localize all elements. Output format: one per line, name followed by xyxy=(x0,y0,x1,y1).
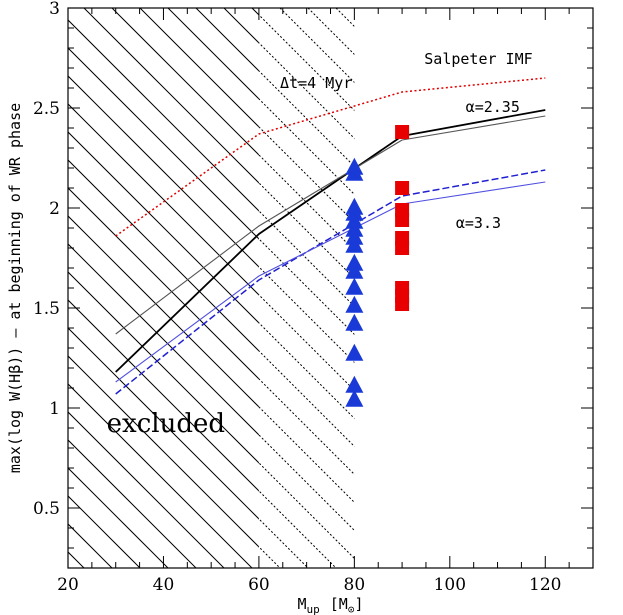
hatch-line xyxy=(68,327,259,520)
hatch-line xyxy=(68,439,197,568)
x-axis-title-main: M xyxy=(298,595,307,613)
hatch-line xyxy=(68,131,259,324)
hatch-line xyxy=(476,8,623,568)
series-line-4 xyxy=(115,181,546,383)
marker-layer xyxy=(345,125,410,407)
hatch-line-dotted xyxy=(258,42,355,140)
hatch-line xyxy=(68,187,259,380)
hatch-line xyxy=(280,8,623,568)
series-line-3 xyxy=(115,169,546,395)
y-tick-label: 3 xyxy=(49,0,60,19)
hatch-line-dotted xyxy=(258,126,355,224)
x-axis-title-unit: [M xyxy=(330,595,348,613)
triangle-marker xyxy=(345,343,364,361)
hatch-line xyxy=(68,299,259,492)
triangle-marker xyxy=(345,261,364,279)
triangle-marker xyxy=(345,235,364,253)
series-line-0 xyxy=(115,77,546,237)
excluded-hatch-solid xyxy=(68,8,623,568)
triangle-marker xyxy=(345,295,364,313)
hatch-line xyxy=(532,8,623,568)
hatch-line xyxy=(68,243,259,436)
triangle-marker xyxy=(345,163,364,181)
hatch-line xyxy=(616,8,623,568)
hatch-line xyxy=(504,8,623,568)
hatch-line-dotted xyxy=(258,294,355,392)
x-tick-label: 60 xyxy=(248,575,270,595)
hatch-line-dotted xyxy=(448,8,623,568)
x-axis-title-unit-close: ] xyxy=(354,595,363,613)
hatch-line xyxy=(195,8,259,72)
hatch-line xyxy=(68,215,259,408)
x-axis-title-unit-sub: ⊙ xyxy=(348,603,355,615)
hatch-line-dotted xyxy=(335,8,355,28)
x-axis-title: Mup [M⊙] xyxy=(298,595,364,615)
series-line-2 xyxy=(115,115,546,335)
hatch-line-dotted xyxy=(0,8,252,568)
y-tick-label: 2 xyxy=(49,199,60,219)
hatch-line-dotted xyxy=(532,8,623,568)
y-tick-label: 2.5 xyxy=(33,99,60,119)
hatch-line xyxy=(68,19,259,212)
hatch-line xyxy=(223,8,259,44)
plot-frame xyxy=(67,7,594,569)
series-layer xyxy=(115,77,546,395)
hatch-line-dotted xyxy=(258,462,355,560)
x-tick-label: 120 xyxy=(529,575,561,595)
x-tick-label: 20 xyxy=(57,575,79,595)
hatch-line-dotted xyxy=(0,8,196,568)
hatch-line xyxy=(68,75,259,268)
hatch-line-dotted xyxy=(279,8,355,84)
hatch-line-dotted xyxy=(504,8,623,568)
annotation-salpeter-imf: Salpeter IMF xyxy=(424,50,532,68)
hatch-line xyxy=(336,8,623,568)
hatch-line xyxy=(68,159,259,352)
hatch-line-dotted xyxy=(258,154,355,252)
triangle-marker xyxy=(345,375,364,393)
hatch-line-dotted xyxy=(476,8,623,568)
square-marker xyxy=(395,297,410,311)
hatch-line xyxy=(111,8,259,156)
annotation-alpha-33: α=3.3 xyxy=(456,214,501,232)
square-marker xyxy=(395,181,410,195)
square-marker xyxy=(395,125,410,139)
y-tick-label: 1 xyxy=(49,399,60,419)
annotation-delta-t: Δt=4 Myr xyxy=(280,74,352,92)
x-tick-label: 40 xyxy=(153,575,175,595)
square-marker xyxy=(395,241,410,255)
hatch-line xyxy=(83,8,259,184)
hatch-line xyxy=(68,411,225,568)
series-line-1 xyxy=(115,109,546,373)
hatch-line xyxy=(68,355,259,548)
triangle-marker xyxy=(345,313,364,331)
annotation-layer: Salpeter IMF Δt=4 Myr α=2.35 α=3.3 xyxy=(280,50,533,232)
y-tick-label: 1.5 xyxy=(33,299,60,319)
hatch-line xyxy=(68,103,259,296)
hatch-line-dotted xyxy=(258,70,355,168)
tick-label-layer: 20 40 60 80 100 120 0.5 1 1.5 2 2.5 3 xyxy=(33,0,562,595)
annotation-alpha-235: α=2.35 xyxy=(466,98,520,116)
y-tick-label: 0.5 xyxy=(33,499,60,519)
hatch-line-dotted xyxy=(616,8,623,568)
x-axis-title-sub: up xyxy=(307,603,320,615)
hatch-line xyxy=(68,467,169,568)
hatch-line xyxy=(68,271,259,464)
excluded-label: excluded xyxy=(107,409,225,439)
square-marker xyxy=(395,213,410,227)
hatch-line xyxy=(68,47,259,240)
hatch-line xyxy=(448,8,623,568)
tick-layer xyxy=(67,7,594,569)
hatch-line xyxy=(68,383,253,568)
x-tick-label: 80 xyxy=(344,575,366,595)
hatch-line xyxy=(139,8,259,128)
triangle-marker xyxy=(345,389,364,407)
y-axis-title: max(log W(Hβ)) – at beginning of WR phas… xyxy=(6,103,24,473)
excluded-hatch-dotted xyxy=(0,8,623,568)
triangle-marker xyxy=(345,277,364,295)
x-tick-label: 100 xyxy=(434,575,466,595)
hatch-line-dotted xyxy=(258,518,309,568)
